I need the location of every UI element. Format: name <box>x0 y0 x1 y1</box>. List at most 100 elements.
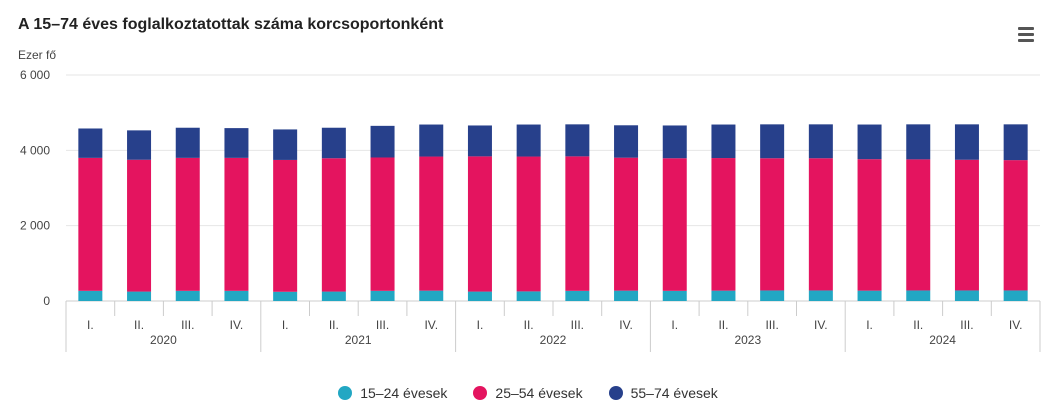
y-axis-unit-label: Ezer fő <box>18 48 57 62</box>
bar-segment <box>906 124 931 160</box>
bar-segment <box>808 158 833 291</box>
x-tick-label-year: 2022 <box>540 333 567 347</box>
bar-segment <box>419 124 444 157</box>
bar-segment <box>711 290 736 301</box>
x-tick-label-quarter: IV. <box>424 318 438 332</box>
bar-segment <box>954 159 979 291</box>
bar-segment <box>760 124 785 159</box>
y-tick-label: 6 000 <box>20 68 50 82</box>
bar-segment <box>419 290 444 301</box>
bar-segment <box>516 156 541 292</box>
bar-segment <box>760 290 785 301</box>
bar-segment <box>419 156 444 291</box>
bar-segment <box>224 157 249 291</box>
bar-segment <box>662 290 687 301</box>
bar-segment <box>175 157 200 291</box>
x-tick-label-quarter: III. <box>571 318 584 332</box>
x-tick-label-quarter: III. <box>181 318 194 332</box>
x-tick-label-quarter: I. <box>671 318 678 332</box>
bar-segment <box>614 125 639 158</box>
legend-marker-icon <box>473 386 488 400</box>
bar-segment <box>711 158 736 291</box>
x-tick-label-quarter: II. <box>913 318 923 332</box>
legend-marker-icon <box>338 386 353 400</box>
y-tick-label: 0 <box>43 294 50 308</box>
bar-segment <box>954 290 979 301</box>
bar-segment <box>127 130 152 160</box>
y-tick-label: 4 000 <box>20 143 50 157</box>
bar-segment <box>467 291 492 301</box>
x-tick-label-quarter: II. <box>524 318 534 332</box>
bar-segment <box>1003 290 1028 301</box>
y-tick-label: 2 000 <box>20 219 50 233</box>
bar-segment <box>370 125 395 158</box>
bar-segment <box>467 156 492 292</box>
chart-title: A 15–74 éves foglalkoztatottak száma kor… <box>18 16 444 33</box>
x-tick-label-quarter: IV. <box>230 318 244 332</box>
bar-segment <box>321 127 346 159</box>
x-tick-label-quarter: I. <box>282 318 289 332</box>
legend-item[interactable]: 25–54 évesek <box>473 385 583 401</box>
legend-marker-icon <box>608 386 623 400</box>
x-tick-label-quarter: IV. <box>1009 318 1023 332</box>
x-tick-label-quarter: I. <box>477 318 484 332</box>
x-tick-label-quarter: II. <box>718 318 728 332</box>
x-tick-label-quarter: III. <box>960 318 973 332</box>
bar-segment <box>711 124 736 159</box>
bar-segment <box>516 291 541 301</box>
legend-label: 15–24 évesek <box>360 385 448 401</box>
bar-segment <box>273 159 298 292</box>
bar-segment <box>1003 160 1028 291</box>
bar-segment <box>857 159 882 291</box>
x-tick-label-quarter: IV. <box>619 318 633 332</box>
chart-legend: 15–24 évesek 25–54 évesek 55–74 évesek <box>0 385 1056 401</box>
bar-segment <box>321 158 346 292</box>
x-tick-label-quarter: II. <box>134 318 144 332</box>
bar-segment <box>78 157 103 291</box>
bar-segment <box>857 124 882 160</box>
bar-segment <box>760 158 785 291</box>
bar-segment <box>273 291 298 301</box>
x-tick-label-quarter: IV. <box>814 318 828 332</box>
bar-segment <box>565 290 590 301</box>
bar-segment <box>1003 124 1028 161</box>
bar-segment <box>954 124 979 160</box>
bar-segment <box>370 290 395 301</box>
bar-segment <box>565 124 590 157</box>
bar-segment <box>662 158 687 291</box>
bar-segment <box>321 291 346 301</box>
bar-segment <box>78 128 103 158</box>
x-tick-label-quarter: III. <box>765 318 778 332</box>
bar-segment <box>516 124 541 157</box>
bar-segment <box>127 291 152 301</box>
bar-segment <box>273 129 298 160</box>
bar-segment <box>614 157 639 291</box>
hamburger-menu-icon[interactable] <box>1012 24 1040 48</box>
bar-segment <box>175 127 200 158</box>
x-tick-label-year: 2020 <box>150 333 177 347</box>
bar-segment <box>857 290 882 301</box>
x-tick-label-year: 2023 <box>734 333 761 347</box>
bar-segment <box>175 290 200 301</box>
bar-segment <box>565 156 590 291</box>
bar-segment <box>127 159 152 292</box>
bar-segment <box>614 290 639 301</box>
bar-segment <box>224 128 249 158</box>
x-tick-label-quarter: I. <box>866 318 873 332</box>
stacked-bar-chart: 0 2 000 4 000 6 000 I. II. III. IV. I. II. III. IV.… <box>20 68 1041 352</box>
bar-segment <box>662 125 687 159</box>
legend-item[interactable]: 15–24 évesek <box>338 385 447 401</box>
x-tick-label-year: 2024 <box>929 333 956 347</box>
x-tick-label-quarter: III. <box>376 318 389 332</box>
x-tick-label-year: 2021 <box>345 333 372 347</box>
x-tick-label-quarter: II. <box>329 318 339 332</box>
bar-segment <box>370 157 395 291</box>
legend-label: 55–74 évesek <box>630 385 718 401</box>
bar-segment <box>808 290 833 301</box>
bar-segment <box>906 159 931 291</box>
bar-segment <box>808 124 833 159</box>
legend-item[interactable]: 55–74 évesek <box>608 385 718 401</box>
bar-segment <box>906 290 931 301</box>
legend-label: 25–54 évesek <box>495 385 583 401</box>
bar-segment <box>78 290 103 301</box>
